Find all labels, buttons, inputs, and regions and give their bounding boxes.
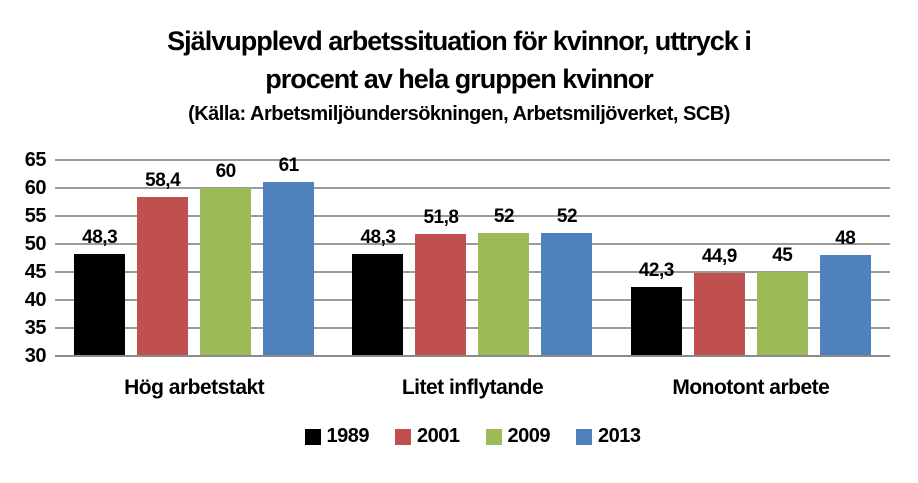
bar-2001: 44,9 [693,246,745,356]
gridline [55,159,890,161]
legend: 1989 2001 2009 2013 [55,425,890,448]
x-axis-line [55,355,890,357]
bar-value-label: 48,3 [82,227,118,248]
category-labels: Hög arbetstakt Litet inflytande Monotont a… [55,376,890,400]
bar-value-label: 48 [835,228,856,249]
legend-label: 1989 [326,425,370,447]
bar-group: 42,3 44,9 45 48 [612,160,890,356]
bar-2013: 61 [263,155,315,356]
y-tick-label: 40 [24,289,47,311]
chart-title-line2: procent av hela gruppen kvinnor [265,64,654,94]
legend-label: 2001 [417,425,460,447]
plot-area: 48,3 58,4 60 61 48,3 51,8 52 52 42,3 44,9 45 48 [55,155,890,357]
legend-swatch [395,428,411,445]
chart-title: Självupplevd arbetssituation för kvinnor… [0,22,918,98]
bar-value-label: 45 [772,245,793,266]
bar-value-label: 61 [278,155,300,176]
y-tick-label: 45 [24,261,47,283]
legend-item-2009: 2009 [485,425,551,448]
gridline [55,299,890,301]
bar-2009: 45 [756,245,808,356]
gridline [55,271,890,273]
y-tick-label: 30 [24,345,47,367]
category-label: Hög arbetstakt [124,376,265,399]
y-tick-label: 55 [24,205,47,227]
bar-group: 48,3 51,8 52 52 [333,160,611,356]
bar-2013: 52 [541,206,593,356]
bar-value-label: 52 [556,206,578,227]
bar-1989: 48,3 [74,227,126,356]
y-tick-label: 50 [24,233,47,255]
gridline [55,187,890,189]
bar-groups: 48,3 58,4 60 61 48,3 51,8 52 52 42,3 44,9 45 48 [55,155,890,356]
chart-title-line1: Självupplevd arbetssituation för kvinnor… [167,26,752,56]
y-tick-label: 65 [24,149,47,171]
bar-value-label: 52 [493,206,515,227]
gridline [55,215,890,217]
legend-item-2001: 2001 [395,425,460,448]
bar-value-label: 48,3 [360,227,396,248]
y-tick-label: 35 [24,317,47,339]
bar-2001: 51,8 [415,207,467,356]
legend-swatch [304,428,321,445]
bar-2009: 60 [200,161,252,356]
bar-value-label: 58,4 [145,170,181,191]
category-label: Monotont arbete [672,376,830,399]
bar-value-label: 44,9 [701,246,737,267]
gridline [55,327,890,329]
legend-item-1989: 1989 [304,425,370,448]
legend-label: 2009 [507,425,551,447]
legend-swatch [485,428,502,445]
chart-subtitle: (Källa: Arbetsmiljöundersökningen, Arbet… [188,103,730,125]
bar-value-label: 60 [215,161,237,182]
y-tick-label: 60 [24,177,47,199]
legend-label: 2013 [598,425,641,447]
legend-swatch [576,428,592,445]
bar-2001: 58,4 [137,170,189,356]
category-label: Litet inflytande [401,376,544,399]
bar-1989: 48,3 [352,227,404,356]
bar-value-label: 42,3 [638,260,674,281]
legend-item-2013: 2013 [576,425,641,448]
bar-group: 48,3 58,4 60 61 [55,155,333,356]
bar-1989: 42,3 [630,260,682,356]
bar-2013: 48 [819,228,871,356]
bar-2009: 52 [478,206,530,356]
bar-value-label: 51,8 [423,207,459,228]
gridline [55,243,890,245]
